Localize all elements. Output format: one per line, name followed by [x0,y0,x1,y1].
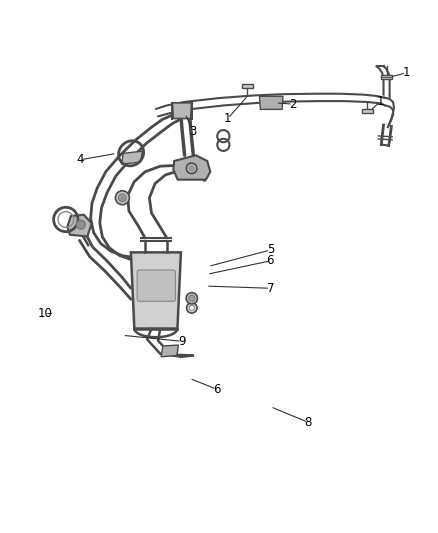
Polygon shape [67,215,92,237]
Circle shape [186,163,197,174]
Text: 10: 10 [38,307,53,320]
Polygon shape [161,345,179,357]
Circle shape [77,220,85,229]
Text: 4: 4 [76,154,84,166]
Text: 1: 1 [403,66,410,79]
Polygon shape [121,151,142,164]
Text: 6: 6 [267,254,274,268]
Text: 7: 7 [267,282,274,295]
Circle shape [116,191,129,205]
Polygon shape [131,252,181,328]
Polygon shape [242,84,253,88]
Text: 3: 3 [189,125,197,138]
Circle shape [189,166,194,171]
Text: 6: 6 [213,383,221,395]
Circle shape [118,194,126,201]
Circle shape [189,305,194,310]
Circle shape [189,295,195,301]
Text: 1: 1 [224,112,231,125]
Text: 2: 2 [289,98,297,111]
FancyBboxPatch shape [137,270,176,301]
Polygon shape [362,109,373,113]
Polygon shape [173,103,191,118]
Polygon shape [381,75,392,79]
Text: 8: 8 [304,416,312,429]
Polygon shape [259,96,283,109]
Circle shape [186,293,198,304]
Polygon shape [173,155,210,180]
Circle shape [187,303,197,313]
Text: 9: 9 [178,335,186,348]
Text: 5: 5 [267,244,274,256]
Text: 1: 1 [376,95,384,109]
